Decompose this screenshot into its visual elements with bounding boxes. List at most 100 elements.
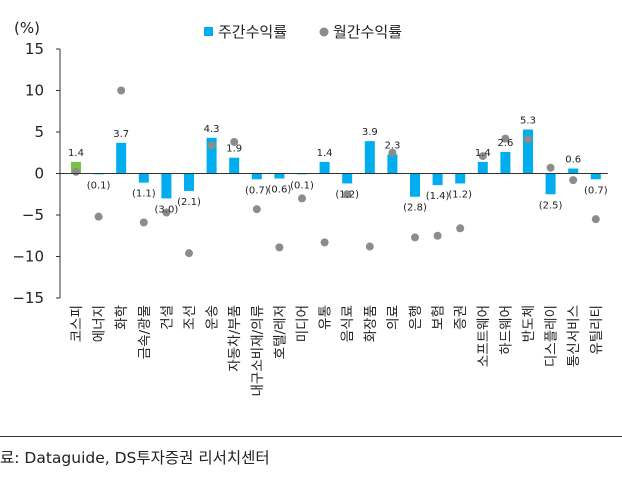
dot-유틸리티 xyxy=(591,215,600,224)
bar-자동차/부품 xyxy=(229,157,240,174)
x-tick-label: 건설 xyxy=(159,305,175,330)
data-label: 1.9 xyxy=(226,144,242,155)
x-tick-label: 코스피 xyxy=(69,305,85,342)
bar-디스플레이 xyxy=(545,173,556,195)
x-tick-label: 통신서비스 xyxy=(566,305,582,367)
dot-금속/광물 xyxy=(139,218,148,227)
x-tick-label: 금속/광물 xyxy=(137,305,153,359)
y-tick-label: −10 xyxy=(12,248,44,266)
bar-금속/광물 xyxy=(138,173,149,183)
bar-운송 xyxy=(206,137,217,174)
dot-코스피 xyxy=(72,167,80,176)
data-label: 1.4 xyxy=(68,148,84,159)
bar-화학 xyxy=(116,142,127,174)
x-tick-label: 자동차/부품 xyxy=(227,305,243,372)
data-label: (2.1) xyxy=(177,197,201,208)
bar-호텔/레저 xyxy=(274,173,285,179)
data-label: 5.3 xyxy=(520,116,536,127)
bar-보험 xyxy=(432,173,443,186)
bar-내구소비재/의류 xyxy=(251,173,262,180)
data-label: (0.1) xyxy=(87,180,111,191)
x-tick-label: 소프트웨어 xyxy=(476,305,492,367)
x-tick-label: 디스플레이 xyxy=(544,305,560,367)
data-label: 4.3 xyxy=(204,124,220,135)
bar-음식료 xyxy=(342,173,353,184)
y-tick-label: 10 xyxy=(25,82,44,100)
data-label: 2.6 xyxy=(497,138,513,149)
bar-증권 xyxy=(455,173,466,184)
dot-화학 xyxy=(117,86,126,95)
x-tick-label: 유통 xyxy=(318,305,334,330)
data-label: (1.4) xyxy=(426,191,450,202)
dot-화장품 xyxy=(365,242,374,251)
bar-유틸리티 xyxy=(590,173,601,180)
dot-에너지 xyxy=(94,212,103,221)
dot-호텔/레저 xyxy=(275,243,284,252)
bar-반도체 xyxy=(523,129,533,174)
data-label: 1.4 xyxy=(317,148,333,159)
x-tick-label: 음식료 xyxy=(340,305,356,342)
x-tick-label: 화학 xyxy=(114,305,130,330)
bar-하드웨어 xyxy=(500,151,511,174)
x-tick-label: 증권 xyxy=(453,305,469,330)
dot-자동차/부품 xyxy=(230,137,239,146)
dot-음식료 xyxy=(343,190,352,199)
dot-series xyxy=(72,86,600,258)
legend-dot-swatch xyxy=(319,27,329,37)
bar-유통 xyxy=(319,161,330,174)
y-tick-label: 5 xyxy=(34,123,44,141)
x-tick-label: 보험 xyxy=(431,305,447,330)
dot-하드웨어 xyxy=(501,134,510,143)
dot-내구소비재/의류 xyxy=(252,205,261,214)
dot-증권 xyxy=(456,224,465,233)
data-label: (0.7) xyxy=(245,185,269,196)
bar-series xyxy=(71,129,601,199)
x-tick-label: 호텔/레저 xyxy=(272,305,288,359)
x-tick-label: 유틸리티 xyxy=(589,305,605,355)
legend-bar-label: 주간수익률 xyxy=(218,23,287,41)
bar-화장품 xyxy=(364,141,375,174)
data-label: 0.6 xyxy=(565,155,581,166)
dot-건설 xyxy=(162,208,171,217)
data-label: 3.7 xyxy=(113,129,129,140)
bar-소프트웨어 xyxy=(477,161,488,174)
dot-은행 xyxy=(411,233,419,242)
x-tick-label: 운송 xyxy=(205,305,221,330)
x-tick-label: 화장품 xyxy=(363,305,379,342)
source-note: 료: Dataguide, DS투자증권 리서치센터 xyxy=(0,449,270,467)
data-label: (0.6) xyxy=(268,184,292,195)
bar-코스피 xyxy=(71,161,81,174)
dot-운송 xyxy=(207,141,216,150)
y-tick-label: −15 xyxy=(12,289,44,307)
x-tick-label: 하드웨어 xyxy=(498,305,514,355)
data-label: 3.9 xyxy=(362,127,378,138)
data-label: (0.1) xyxy=(290,180,314,191)
x-axis: 코스피 에너지 화학 금속/광물 건설 조선 운송 자동차/부품 내구소비재/의류 호텔/레저 미디… xyxy=(60,173,608,397)
data-label: 2.3 xyxy=(384,140,400,151)
dot-미디어 xyxy=(298,194,306,203)
data-label: (2.5) xyxy=(539,200,563,211)
y-tick-label: 0 xyxy=(34,165,44,183)
data-label: (1.2) xyxy=(448,189,472,200)
data-label: (2.8) xyxy=(403,203,427,214)
bar-은행 xyxy=(410,173,420,197)
x-tick-label: 에너지 xyxy=(92,305,108,342)
legend-dot-label: 월간수익률 xyxy=(333,23,402,41)
bar-조선 xyxy=(184,173,194,191)
x-tick-label: 미디어 xyxy=(295,305,311,342)
y-axis-unit-label: (%) xyxy=(14,19,40,37)
bar-건설 xyxy=(161,173,172,199)
y-axis: 15 10 5 0 −5 −10 −15 xyxy=(12,40,61,307)
bar-의료 xyxy=(387,154,398,174)
x-tick-label: 의료 xyxy=(385,305,401,330)
x-tick-label: 은행 xyxy=(408,305,424,330)
data-label: (1.2) xyxy=(335,189,359,200)
data-label: (3.0) xyxy=(155,204,179,215)
dot-의료 xyxy=(388,148,397,157)
dot-조선 xyxy=(185,249,193,258)
legend: 주간수익률 월간수익률 xyxy=(204,23,402,41)
bar-통신서비스 xyxy=(568,168,579,174)
dot-보험 xyxy=(433,231,442,240)
dot-반도체 xyxy=(524,135,532,144)
